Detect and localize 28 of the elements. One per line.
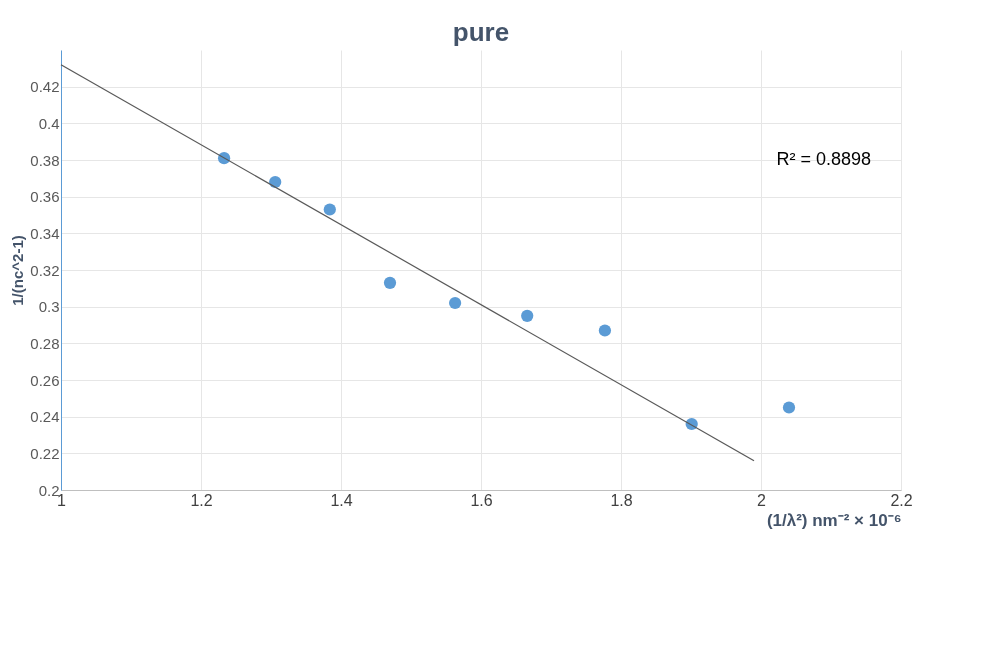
point — [448, 296, 462, 310]
x-tick-label: 1.6 — [470, 491, 493, 509]
y-tick-label: 0.22 — [30, 444, 60, 462]
y-tick-label: 0.36 — [30, 188, 60, 206]
x-tick-label: 1.4 — [330, 491, 353, 509]
y-tick-label: 0.34 — [30, 224, 60, 242]
point — [383, 276, 397, 289]
y-tick-label: 0.38 — [30, 151, 60, 169]
x-tick-label: 1.2 — [190, 491, 213, 509]
chart-title: pure — [452, 17, 510, 47]
x-tick-label: 1.8 — [610, 491, 633, 509]
x-tick-label: 1 — [57, 491, 67, 509]
annotation: R² = 0.8898 — [776, 149, 871, 169]
x-tick-label: 2.2 — [890, 491, 913, 509]
y-tick-label: 0.28 — [30, 334, 60, 352]
y-tick-label: 0.26 — [30, 371, 60, 389]
y-tick-label: 0.4 — [38, 114, 60, 132]
x-tick-label: 2 — [757, 491, 767, 509]
point — [323, 203, 336, 216]
point — [598, 324, 612, 337]
point — [521, 309, 534, 322]
y-tick-label: 0.3 — [38, 298, 60, 316]
point — [782, 401, 796, 414]
x-axis-title: (1/λ²) nm⁻² × 10⁻⁶ — [766, 510, 902, 530]
y-tick-label: 0.32 — [30, 261, 60, 279]
y-axis-title: 1/(nc^2-1) — [9, 235, 27, 306]
y-tick-label: 0.24 — [30, 408, 60, 426]
y-tick-label: 0.42 — [30, 78, 60, 96]
